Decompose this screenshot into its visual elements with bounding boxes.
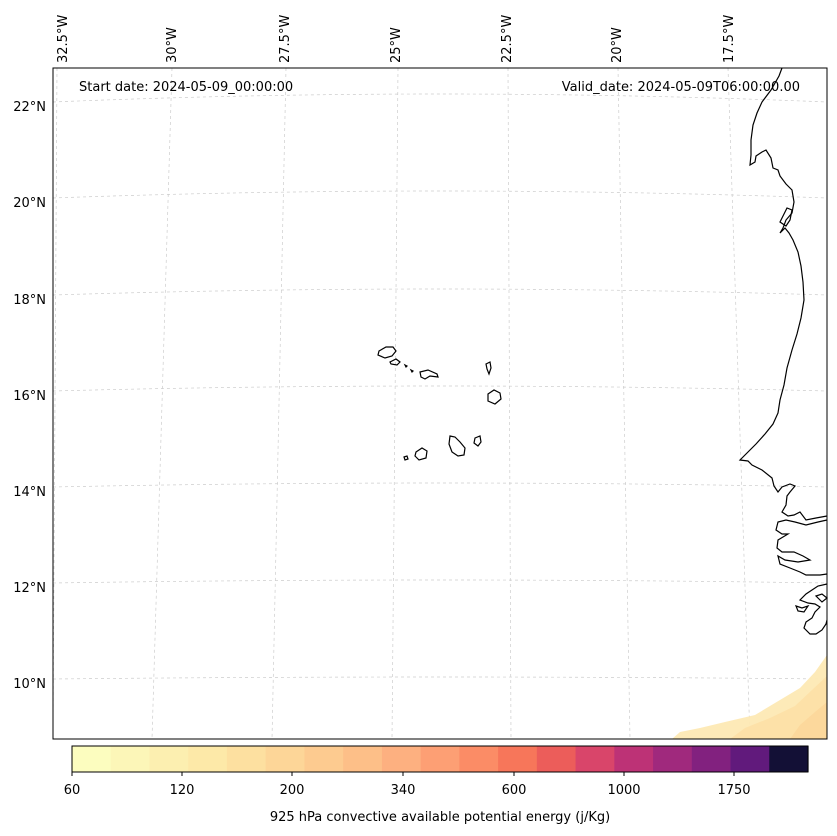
colorbar-segment <box>575 746 615 772</box>
colorbar-segment <box>149 746 189 772</box>
colorbar-segment <box>730 746 770 772</box>
lat-label: 10°N <box>13 677 46 692</box>
coastal-bay <box>779 207 793 227</box>
island-boa-vista <box>487 389 502 405</box>
graticule-lines <box>52 67 828 740</box>
colorbar-segment <box>381 746 422 772</box>
colorbar-segment <box>769 746 809 772</box>
lon-label: 32.5°W <box>56 15 71 63</box>
cabo-verde-islands <box>377 346 502 461</box>
colorbar-tick-label: 1000 <box>607 783 640 798</box>
cape-field <box>672 655 827 739</box>
colorbar-segment <box>343 746 383 772</box>
lon-label: 25°W <box>389 27 404 63</box>
island-maio <box>473 435 482 447</box>
lon-label: 22.5°W <box>500 15 515 63</box>
island-santo-antao <box>377 346 397 359</box>
island-islet <box>409 368 415 374</box>
colorbar-tick-label: 1750 <box>717 783 750 798</box>
lon-label: 20°W <box>610 27 625 63</box>
colorbar-label: 925 hPa convective available potential e… <box>270 810 610 825</box>
island-fogo <box>414 447 428 461</box>
colorbar-segment <box>536 746 577 772</box>
coastline-gambia-guinea-bissau <box>775 519 828 576</box>
island-sao-nicolau <box>419 369 439 380</box>
longitude-labels: 32.5°W 30°W 27.5°W 25°W 22.5°W 20°W 17.5… <box>56 15 737 63</box>
lat-label: 16°N <box>13 389 46 404</box>
colorbar-tick-label: 600 <box>502 783 527 798</box>
lat-label: 12°N <box>13 581 46 596</box>
coastline-guinea <box>798 583 828 635</box>
map-area <box>53 68 827 739</box>
colorbar-segment <box>498 746 538 772</box>
colorbar-segment <box>304 746 344 772</box>
colorbar-segment <box>110 746 151 772</box>
colorbar-segment <box>459 746 499 772</box>
island-sao-vicente <box>389 358 401 366</box>
lat-label: 22°N <box>13 100 46 115</box>
bijagos-islands <box>794 604 810 613</box>
colorbar-segment <box>226 746 267 772</box>
island-santiago <box>448 435 466 457</box>
colorbar-tick-labels: 60 120 200 340 600 1000 1750 <box>64 783 751 798</box>
colorbar-segment <box>420 746 460 772</box>
lon-label: 30°W <box>165 27 180 63</box>
colorbar-frame <box>71 745 809 773</box>
island-sal <box>485 361 492 376</box>
start-date-label: Start date: 2024-05-09_00:00:00 <box>79 80 293 95</box>
colorbar-tick-label: 200 <box>280 783 305 798</box>
island-brava <box>403 455 409 461</box>
colorbar-segment <box>614 746 654 772</box>
lon-label: 27.5°W <box>278 15 293 63</box>
colorbar-tick-label: 60 <box>64 783 81 798</box>
valid-date-label: Valid_date: 2024-05-09T06:00:00.00 <box>562 80 800 95</box>
colorbar <box>72 746 809 772</box>
colorbar-segment <box>653 746 693 772</box>
latitude-labels: 22°N 20°N 18°N 16°N 14°N 12°N 10°N <box>13 100 46 692</box>
colorbar-segment <box>188 746 228 772</box>
coastline-mauritania-senegal <box>738 67 828 521</box>
lat-label: 14°N <box>13 485 46 500</box>
west-african-coastline <box>738 67 828 635</box>
colorbar-segment <box>72 746 112 772</box>
colorbar-segment <box>691 746 732 772</box>
colorbar-segment <box>265 746 306 772</box>
colorbar-tick-label: 120 <box>170 783 195 798</box>
colorbar-tick-label: 340 <box>391 783 416 798</box>
island-santa-luzia <box>403 363 409 369</box>
lat-label: 20°N <box>13 196 46 211</box>
lon-label: 17.5°W <box>722 15 737 63</box>
map-frame <box>52 67 828 740</box>
colorbar-ticks <box>71 772 735 776</box>
lat-label: 18°N <box>13 293 46 308</box>
